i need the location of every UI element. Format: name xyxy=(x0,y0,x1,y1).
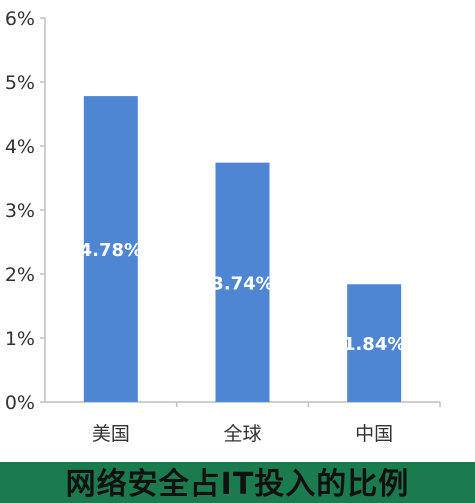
chart-title: 网络安全占IT投入的比例 xyxy=(65,467,410,502)
bar xyxy=(347,284,402,402)
y-tick-label: 6% xyxy=(5,8,35,30)
bar xyxy=(83,96,138,402)
caption-band xyxy=(0,462,475,503)
y-tick-label: 4% xyxy=(5,136,35,158)
y-tick-label: 1% xyxy=(5,328,35,350)
bar-value-label: 1.84% xyxy=(343,334,405,355)
x-tick-label: 中国 xyxy=(355,423,393,445)
bar-value-label: 3.74% xyxy=(211,273,273,294)
y-tick-label: 0% xyxy=(5,392,35,414)
x-tick-label: 全球 xyxy=(223,423,261,445)
bar xyxy=(215,162,270,402)
y-tick-label: 2% xyxy=(5,264,35,286)
y-tick-label: 5% xyxy=(5,72,35,94)
x-tick-label: 美国 xyxy=(92,423,130,445)
y-tick-label: 3% xyxy=(5,200,35,222)
bar-value-label: 4.78% xyxy=(80,240,142,261)
